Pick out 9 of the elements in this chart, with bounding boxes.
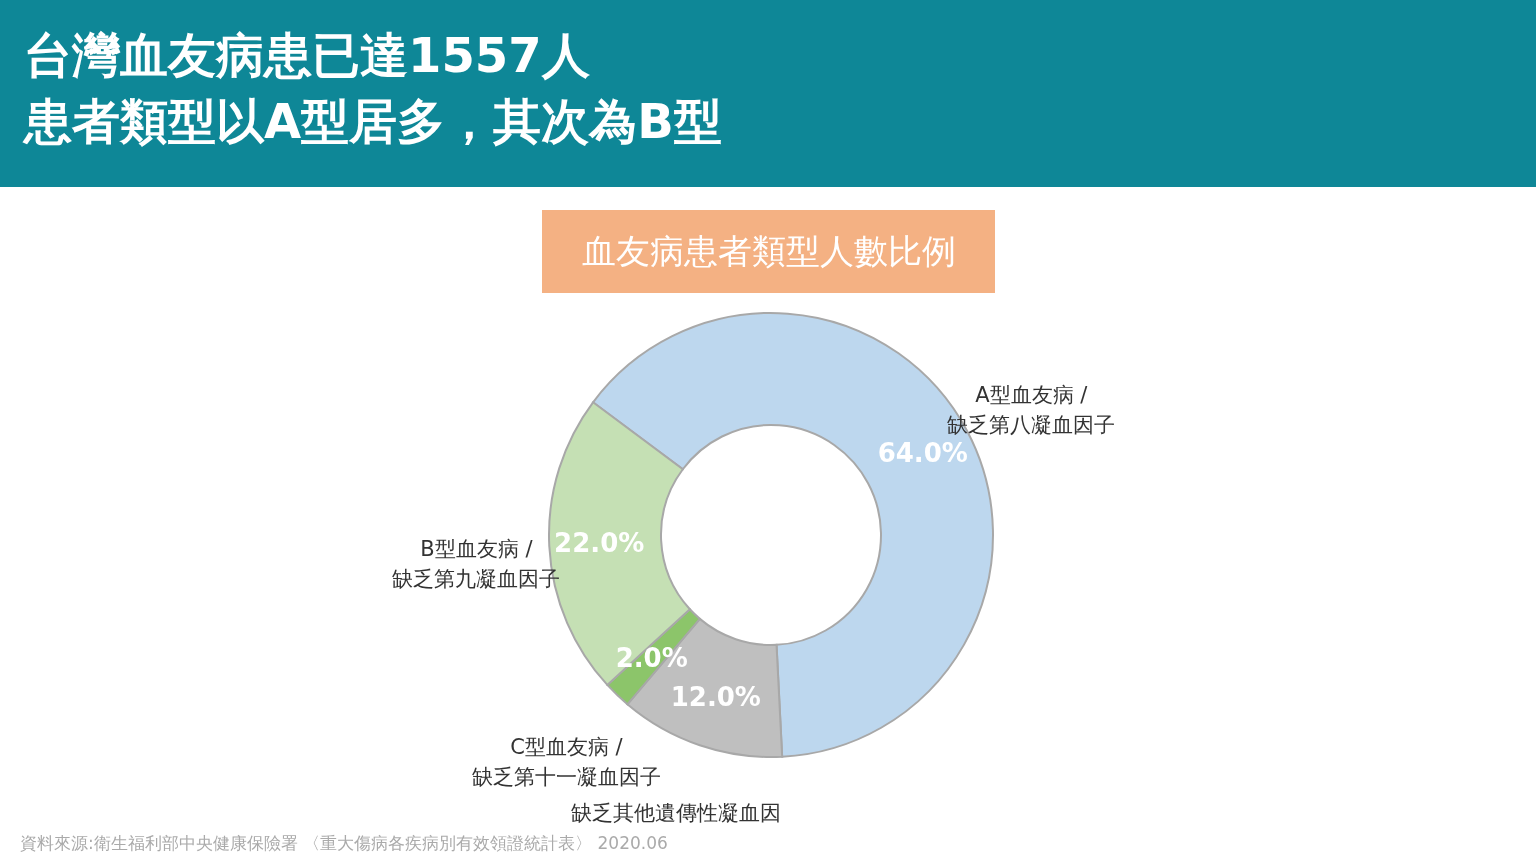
data-label: 12.0% bbox=[670, 681, 761, 712]
chart-subtitle: 患者類型以A型居多，其次為B型 bbox=[24, 92, 723, 151]
slice-label: 缺乏其他遺傳性凝血因 bbox=[571, 801, 782, 826]
slice-label: A型血友病 / 缺乏第八凝血因子 bbox=[947, 383, 1116, 438]
data-label: 64.0% bbox=[877, 438, 968, 469]
chart-title: 台灣血友病患已達1557人 bbox=[24, 26, 591, 85]
source-note: 資料來源:衛生福利部中央健康保險署 〈重大傷病各疾病別有效領證統計表〉 2020.06 bbox=[20, 832, 668, 855]
slice-label: C型血友病 / 缺乏第十一凝血因子 bbox=[471, 734, 661, 789]
text: 血友病患者類型人數比例 bbox=[542, 210, 995, 293]
